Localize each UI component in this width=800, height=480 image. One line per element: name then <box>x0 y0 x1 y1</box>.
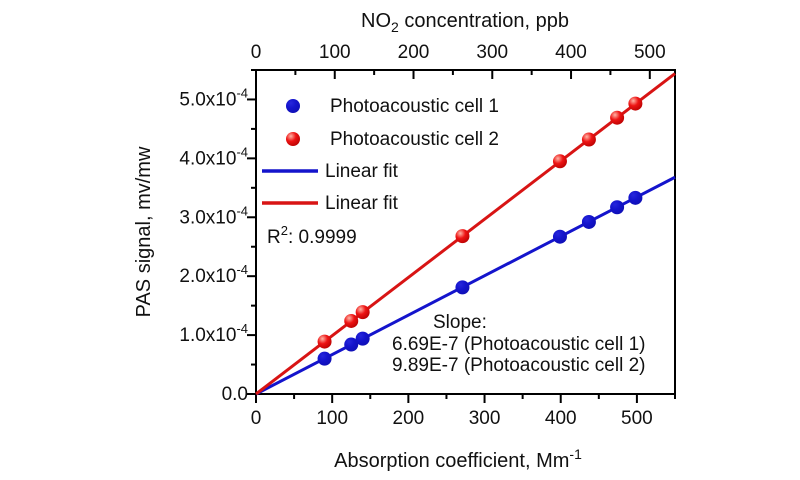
data-point-cell1 <box>581 214 596 229</box>
data-point-cell2 <box>455 229 470 244</box>
x-axis-tick-label: 300 <box>469 408 501 429</box>
bottom-axis-title: Absorption coefficient, Mm-1 <box>334 446 582 472</box>
legend-label-3: Linear fit <box>325 161 399 182</box>
data-point-cell1 <box>628 190 643 205</box>
legend-label-1: Photoacoustic cell 1 <box>330 96 499 117</box>
y-axis-tick-label: 2.0x10-4 <box>179 262 248 287</box>
data-point-cell2 <box>610 110 625 125</box>
x-axis-tick-label: 200 <box>393 408 425 429</box>
y-axis-title: PAS signal, mv/mw <box>133 146 155 317</box>
data-point-cell2 <box>344 313 359 328</box>
x-axis-tick-label: 0 <box>251 408 262 429</box>
top-axis-title: NO2 concentration, ppb <box>361 10 569 35</box>
top-axis-tick-label: 100 <box>319 42 351 63</box>
x-axis-tick-label: 500 <box>621 408 653 429</box>
y-axis-tick-label: 0.0 <box>222 384 248 405</box>
data-point-cell2 <box>628 96 643 111</box>
slope-line-1: 6.69E-7 (Photoacoustic cell 1) <box>392 334 645 355</box>
data-point-cell1 <box>552 229 567 244</box>
legend-label-2: Photoacoustic cell 2 <box>330 129 499 150</box>
top-axis-tick-label: 500 <box>634 42 666 63</box>
data-point-cell1 <box>455 280 470 295</box>
data-point-cell2 <box>317 334 332 349</box>
legend-label-4: Linear fit <box>325 193 399 214</box>
y-axis-tick-label: 1.0x10-4 <box>179 321 248 346</box>
top-axis-tick-label: 200 <box>398 42 430 63</box>
y-axis-tick-label: 3.0x10-4 <box>179 203 248 228</box>
y-axis-tick-label: 4.0x10-4 <box>179 144 248 169</box>
data-point-cell1 <box>344 337 359 352</box>
data-point-cell1 <box>355 331 370 346</box>
data-point-cell1 <box>317 351 332 366</box>
legend-marker-1 <box>286 99 300 113</box>
legend-marker-2 <box>286 132 300 146</box>
top-axis-tick-label: 0 <box>251 42 262 63</box>
data-point-cell2 <box>552 154 567 169</box>
slope-line-2: 9.89E-7 (Photoacoustic cell 2) <box>392 355 645 376</box>
data-point-cell2 <box>581 132 596 147</box>
x-axis-tick-label: 400 <box>545 408 577 429</box>
y-axis-tick-label: 5.0x10-4 <box>179 85 248 110</box>
top-axis-tick-label: 300 <box>476 42 508 63</box>
data-point-cell1 <box>610 200 625 215</box>
data-point-cell2 <box>355 305 370 320</box>
top-axis-tick-label: 400 <box>555 42 587 63</box>
slope-heading: Slope: <box>433 312 487 333</box>
r-squared-annotation: R2: 0.9999 <box>267 223 357 248</box>
x-axis-tick-label: 100 <box>316 408 348 429</box>
